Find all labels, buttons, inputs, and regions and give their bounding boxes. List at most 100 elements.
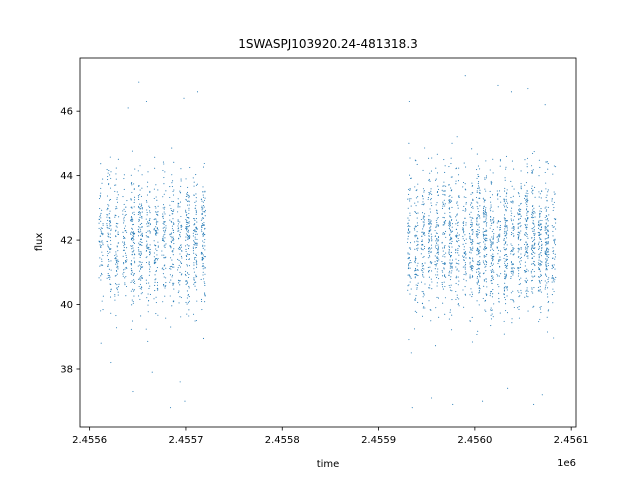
data-point [531, 211, 533, 213]
data-point [552, 230, 554, 232]
data-point [435, 178, 437, 180]
data-point [416, 274, 418, 276]
data-point [423, 232, 425, 234]
data-point [178, 259, 180, 262]
data-point [547, 241, 549, 243]
data-point [489, 219, 492, 221]
data-point [470, 288, 472, 290]
data-point [448, 221, 450, 223]
data-point [486, 240, 488, 242]
outlier-point [430, 397, 433, 399]
data-point [202, 166, 205, 168]
data-point [436, 242, 438, 244]
data-point [492, 210, 494, 212]
data-point [116, 255, 118, 257]
data-point [115, 229, 117, 231]
data-point [149, 271, 151, 273]
data-point [177, 267, 179, 269]
data-point [524, 255, 526, 257]
data-point [505, 254, 507, 256]
data-point [448, 228, 450, 230]
data-point [204, 294, 206, 296]
data-point [165, 225, 167, 227]
data-point [138, 185, 140, 187]
data-point [202, 268, 204, 270]
data-point [471, 226, 473, 228]
data-point [476, 242, 478, 244]
data-point [153, 188, 155, 190]
data-point [180, 255, 183, 257]
data-point [146, 236, 148, 238]
data-point [484, 234, 486, 236]
data-point [532, 292, 534, 294]
data-point [449, 263, 451, 265]
data-point [429, 227, 431, 229]
data-point [539, 264, 541, 266]
data-point [476, 224, 478, 226]
data-point [196, 275, 198, 277]
data-point [416, 287, 418, 289]
data-point [422, 271, 424, 273]
data-point [154, 206, 156, 208]
data-point [539, 223, 541, 225]
data-point [416, 222, 418, 224]
data-point [448, 272, 450, 274]
data-point [408, 274, 410, 276]
data-point [133, 273, 135, 275]
data-point [538, 276, 540, 278]
data-point [517, 226, 519, 228]
data-point [420, 218, 422, 221]
data-point [531, 165, 533, 167]
data-point [469, 294, 471, 296]
data-point [436, 210, 438, 212]
data-point [108, 213, 110, 215]
data-point [194, 219, 196, 221]
data-point [524, 296, 526, 298]
data-point [497, 262, 499, 264]
data-point [431, 240, 433, 242]
data-point [457, 204, 459, 206]
data-point [451, 246, 453, 248]
data-point [510, 218, 512, 220]
data-point [116, 245, 118, 247]
data-point [499, 233, 501, 235]
data-point [414, 277, 416, 279]
data-point [478, 253, 480, 255]
data-point [131, 227, 133, 229]
data-point [162, 196, 164, 198]
data-point [462, 238, 464, 240]
data-point [202, 224, 204, 226]
data-point [417, 201, 419, 203]
data-point [540, 255, 542, 257]
data-point [532, 222, 535, 224]
data-point [203, 258, 205, 260]
data-point [130, 328, 132, 330]
data-point [130, 290, 132, 292]
data-point [545, 252, 547, 254]
data-point [100, 310, 102, 312]
data-point [506, 202, 509, 204]
data-point [463, 240, 466, 242]
data-point [505, 274, 507, 276]
data-point [511, 232, 513, 234]
data-point [490, 220, 492, 222]
data-point [416, 249, 419, 251]
data-point [491, 282, 493, 284]
data-point [188, 285, 190, 288]
data-point [450, 272, 452, 274]
data-point [169, 245, 171, 247]
data-point [445, 252, 447, 254]
data-point [124, 243, 126, 246]
data-point [518, 234, 520, 236]
data-point [484, 309, 486, 311]
data-point [140, 195, 142, 197]
data-point [133, 289, 135, 291]
data-point [503, 201, 505, 203]
data-point [109, 156, 111, 158]
data-point [149, 285, 151, 287]
data-point [450, 216, 452, 218]
data-point [101, 240, 103, 242]
data-point [517, 236, 520, 238]
data-point [424, 262, 426, 264]
data-point [544, 227, 546, 229]
